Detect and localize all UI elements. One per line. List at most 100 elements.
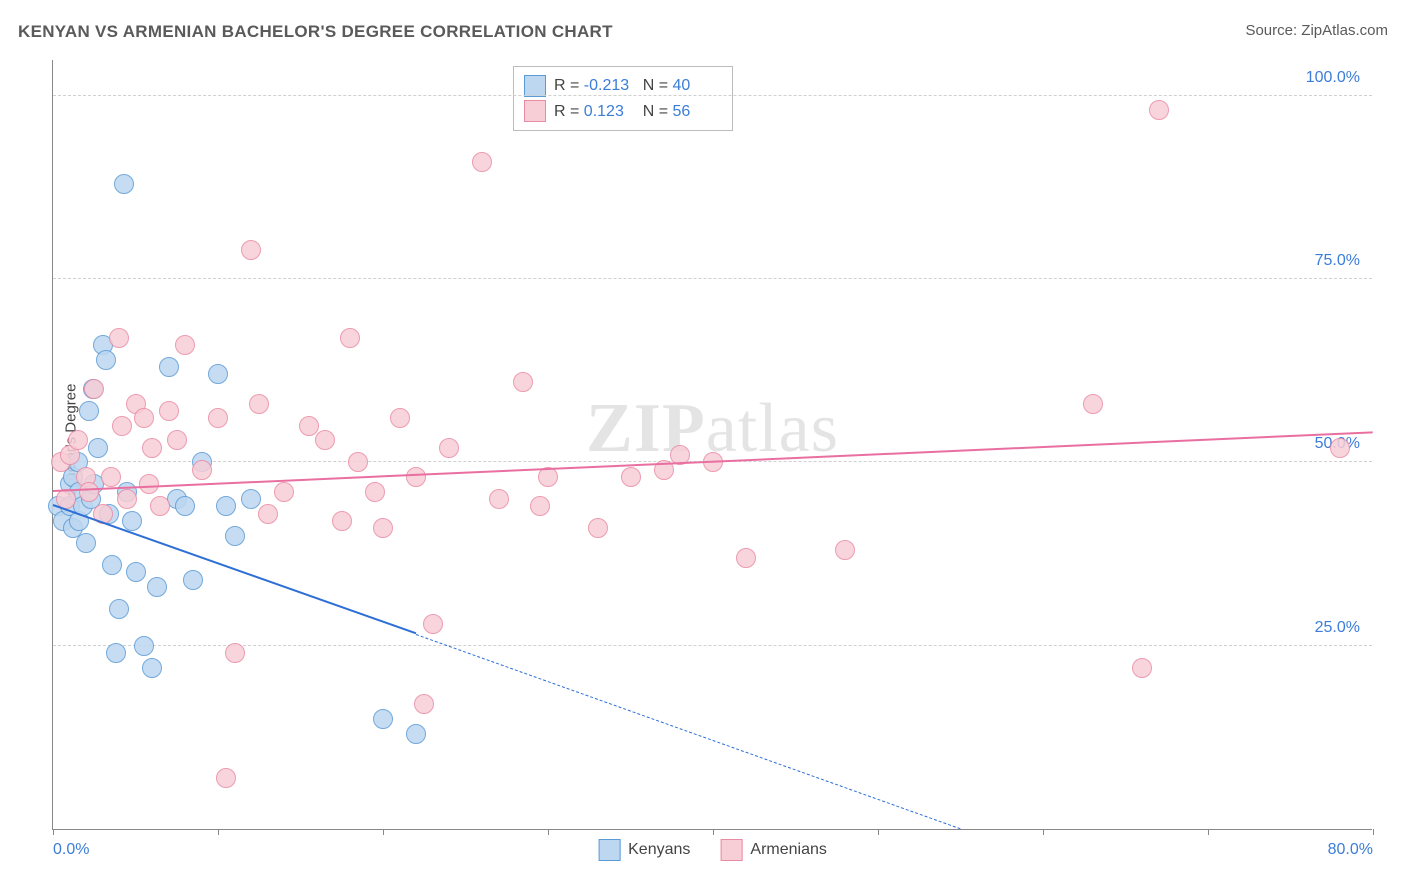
scatter-point	[1149, 100, 1169, 120]
scatter-point	[390, 408, 410, 428]
legend-swatch	[720, 839, 742, 861]
scatter-point	[208, 408, 228, 428]
x-tick	[1208, 829, 1209, 835]
scatter-point	[736, 548, 756, 568]
x-tick	[548, 829, 549, 835]
scatter-point	[225, 643, 245, 663]
legend-item: Armenians	[720, 839, 826, 861]
scatter-point	[588, 518, 608, 538]
x-tick	[1373, 829, 1374, 835]
scatter-point	[472, 152, 492, 172]
scatter-point	[183, 570, 203, 590]
scatter-point	[241, 489, 261, 509]
scatter-point	[274, 482, 294, 502]
scatter-point	[406, 724, 426, 744]
scatter-point	[340, 328, 360, 348]
scatter-point	[142, 438, 162, 458]
scatter-point	[175, 496, 195, 516]
chart-title: KENYAN VS ARMENIAN BACHELOR'S DEGREE COR…	[18, 22, 613, 42]
scatter-point	[225, 526, 245, 546]
scatter-point	[192, 460, 212, 480]
scatter-point	[109, 328, 129, 348]
scatter-point	[159, 357, 179, 377]
legend-label: Armenians	[750, 841, 826, 859]
scatter-point	[835, 540, 855, 560]
gridline	[53, 645, 1372, 646]
scatter-point	[1083, 394, 1103, 414]
scatter-point	[114, 174, 134, 194]
scatter-point	[147, 577, 167, 597]
x-tick	[383, 829, 384, 835]
scatter-point	[216, 496, 236, 516]
legend-label: Kenyans	[628, 841, 690, 859]
scatter-point	[79, 401, 99, 421]
x-tick-label: 0.0%	[53, 841, 89, 859]
scatter-point	[101, 467, 121, 487]
scatter-point	[332, 511, 352, 531]
scatter-point	[530, 496, 550, 516]
scatter-point	[423, 614, 443, 634]
scatter-point	[167, 430, 187, 450]
scatter-point	[489, 489, 509, 509]
scatter-point	[76, 533, 96, 553]
scatter-point	[373, 709, 393, 729]
scatter-point	[106, 643, 126, 663]
x-tick	[1043, 829, 1044, 835]
legend-swatch	[598, 839, 620, 861]
scatter-point	[216, 768, 236, 788]
legend-swatch	[524, 100, 546, 122]
scatter-point	[208, 364, 228, 384]
y-tick-label: 100.0%	[1280, 69, 1366, 87]
source-label: Source: ZipAtlas.com	[1245, 22, 1388, 39]
scatter-point	[621, 467, 641, 487]
scatter-point	[79, 482, 99, 502]
scatter-point	[299, 416, 319, 436]
scatter-point	[150, 496, 170, 516]
legend-swatch	[524, 75, 546, 97]
scatter-point	[1132, 658, 1152, 678]
y-tick-label: 50.0%	[1280, 435, 1366, 453]
scatter-point	[139, 474, 159, 494]
scatter-point	[117, 489, 137, 509]
scatter-point	[159, 401, 179, 421]
scatter-point	[373, 518, 393, 538]
y-tick-label: 75.0%	[1280, 252, 1366, 270]
trend-line	[416, 634, 961, 829]
series-legend: Kenyans Armenians	[598, 839, 827, 861]
scatter-point	[102, 555, 122, 575]
scatter-point	[414, 694, 434, 714]
scatter-point	[513, 372, 533, 392]
scatter-point	[134, 636, 154, 656]
scatter-point	[112, 416, 132, 436]
scatter-point	[88, 438, 108, 458]
scatter-point	[96, 350, 116, 370]
scatter-point	[134, 408, 154, 428]
scatter-point	[122, 511, 142, 531]
x-tick	[53, 829, 54, 835]
scatter-point	[68, 430, 88, 450]
x-tick	[218, 829, 219, 835]
scatter-point	[365, 482, 385, 502]
scatter-point	[142, 658, 162, 678]
gridline	[53, 278, 1372, 279]
scatter-point	[109, 599, 129, 619]
legend-item: Kenyans	[598, 839, 690, 861]
scatter-point	[241, 240, 261, 260]
scatter-point	[126, 562, 146, 582]
gridline	[53, 95, 1372, 96]
correlation-legend: R = -0.213 N = 40R = 0.123 N = 56	[513, 66, 733, 131]
scatter-point	[439, 438, 459, 458]
scatter-point	[258, 504, 278, 524]
scatter-point	[406, 467, 426, 487]
y-tick-label: 25.0%	[1280, 619, 1366, 637]
x-tick-label: 80.0%	[1328, 841, 1373, 859]
scatter-point	[315, 430, 335, 450]
scatter-point	[348, 452, 368, 472]
scatter-point	[1330, 438, 1350, 458]
x-tick	[878, 829, 879, 835]
scatter-point	[249, 394, 269, 414]
scatter-point	[175, 335, 195, 355]
legend-row: R = 0.123 N = 56	[524, 99, 722, 125]
x-tick	[713, 829, 714, 835]
plot-area: Bachelor's Degree ZIPatlas R = -0.213 N …	[52, 60, 1372, 830]
